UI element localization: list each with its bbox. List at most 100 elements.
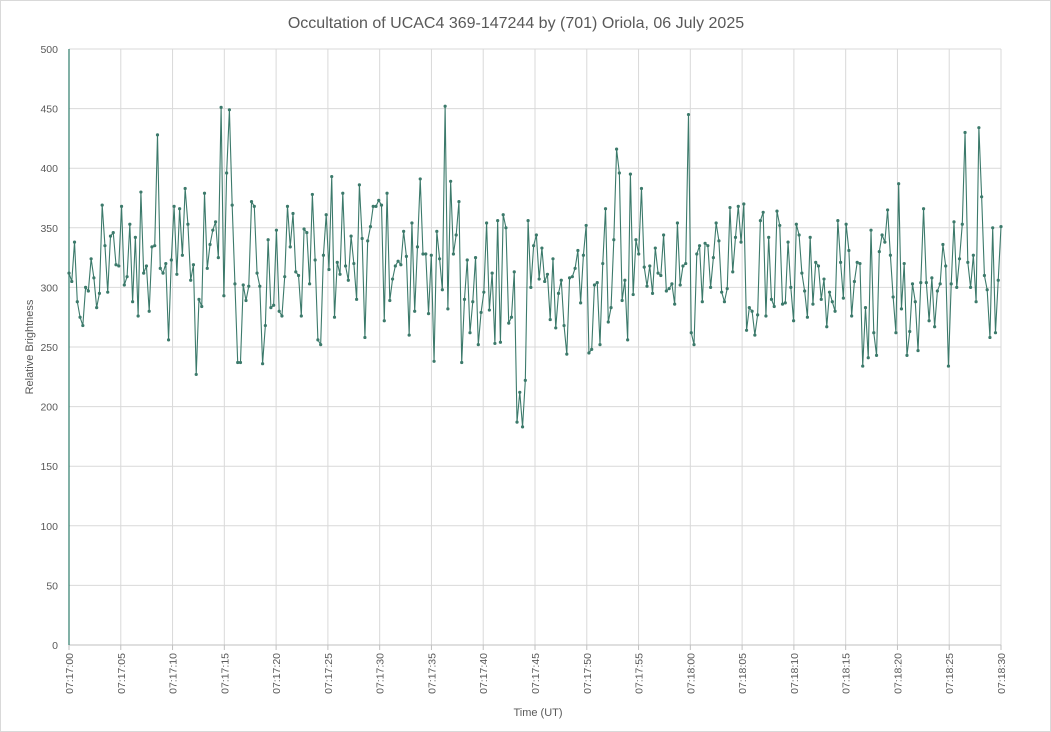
data-point <box>382 319 386 323</box>
data-point <box>839 260 843 264</box>
data-point <box>966 260 970 264</box>
data-point <box>166 338 171 342</box>
data-point <box>338 272 342 276</box>
data-point <box>565 352 569 356</box>
data-point <box>308 282 312 286</box>
data-point <box>996 278 1000 282</box>
data-point <box>703 241 707 245</box>
data-point <box>731 270 735 274</box>
x-tick-label: 07:17:55 <box>634 653 646 694</box>
data-point <box>960 222 964 226</box>
x-tick-label: 07:18:10 <box>789 653 801 694</box>
data-point <box>230 203 234 207</box>
data-point <box>244 298 248 303</box>
data-point <box>805 315 810 319</box>
data-point <box>86 289 90 293</box>
data-point <box>258 284 262 288</box>
data-point <box>656 271 660 275</box>
data-point <box>935 289 939 293</box>
data-point <box>891 295 895 299</box>
data-point <box>886 208 890 212</box>
data-point <box>819 297 823 301</box>
data-point <box>119 204 124 208</box>
data-point <box>498 340 503 344</box>
chart-title: Occultation of UCAC4 369-147244 by (701)… <box>288 15 744 32</box>
data-point <box>133 235 137 239</box>
data-point <box>695 252 699 256</box>
data-point <box>706 244 710 248</box>
data-point <box>285 204 290 208</box>
data-point <box>451 252 456 256</box>
y-tick-label: 500 <box>40 44 58 56</box>
data-point <box>399 263 403 267</box>
data-point <box>673 302 677 306</box>
data-point <box>377 198 381 202</box>
data-point <box>910 282 915 286</box>
x-tick-label: 07:18:00 <box>685 653 697 694</box>
data-point <box>620 298 624 303</box>
data-point <box>570 275 574 279</box>
data-point <box>623 278 627 282</box>
data-point <box>175 272 179 276</box>
data-point <box>404 254 408 259</box>
data-point <box>744 328 749 332</box>
x-tick-labels: 07:17:00 07:17:05 07:17:10 07:17:15 07:17:20… <box>64 653 1008 694</box>
data-point <box>800 271 804 275</box>
y-tick-label: 450 <box>40 104 58 116</box>
data-point <box>216 256 220 260</box>
data-point <box>462 297 467 301</box>
x-tick-label: 07:17:15 <box>219 653 231 694</box>
y-tick-label: 150 <box>40 461 58 473</box>
data-point <box>332 315 337 319</box>
data-point <box>526 219 530 223</box>
data-point <box>639 186 644 191</box>
data-point <box>974 300 978 304</box>
data-point <box>991 226 995 230</box>
data-point <box>667 286 671 291</box>
data-point <box>421 252 425 256</box>
data-point <box>897 182 901 186</box>
data-point <box>902 261 906 266</box>
data-point <box>789 285 793 289</box>
data-point <box>999 225 1003 229</box>
data-point <box>429 253 433 257</box>
data-point <box>95 306 99 310</box>
x-tick-label: 07:18:05 <box>737 653 749 694</box>
data-point <box>614 147 619 151</box>
data-point <box>324 213 328 217</box>
data-point <box>758 219 762 223</box>
data-point <box>335 260 339 264</box>
data-point <box>609 306 613 310</box>
data-point <box>67 271 71 275</box>
data-point <box>125 275 129 279</box>
data-point <box>631 292 635 297</box>
data-point <box>642 265 646 269</box>
data-point <box>142 271 146 275</box>
data-point <box>108 234 113 238</box>
data-point <box>534 233 538 237</box>
data-point <box>797 233 801 237</box>
data-point <box>567 276 572 280</box>
data-point <box>783 301 787 305</box>
data-point <box>153 244 157 248</box>
y-tick-label: 0 <box>52 640 58 652</box>
series-line <box>68 105 1002 428</box>
data-point <box>178 207 182 211</box>
data-point <box>266 238 270 242</box>
data-point <box>775 209 779 213</box>
data-point <box>592 283 597 287</box>
data-point <box>128 222 132 226</box>
data-point <box>606 320 610 324</box>
data-point <box>924 281 928 285</box>
data-point <box>468 331 472 335</box>
data-point <box>432 359 436 363</box>
data-point <box>993 331 998 335</box>
data-point <box>985 288 989 292</box>
data-point <box>803 289 807 293</box>
data-point <box>601 261 605 266</box>
data-point <box>371 204 375 208</box>
data-point <box>349 234 353 238</box>
data-point <box>722 300 727 304</box>
data-point <box>111 230 115 235</box>
data-point <box>717 239 721 243</box>
